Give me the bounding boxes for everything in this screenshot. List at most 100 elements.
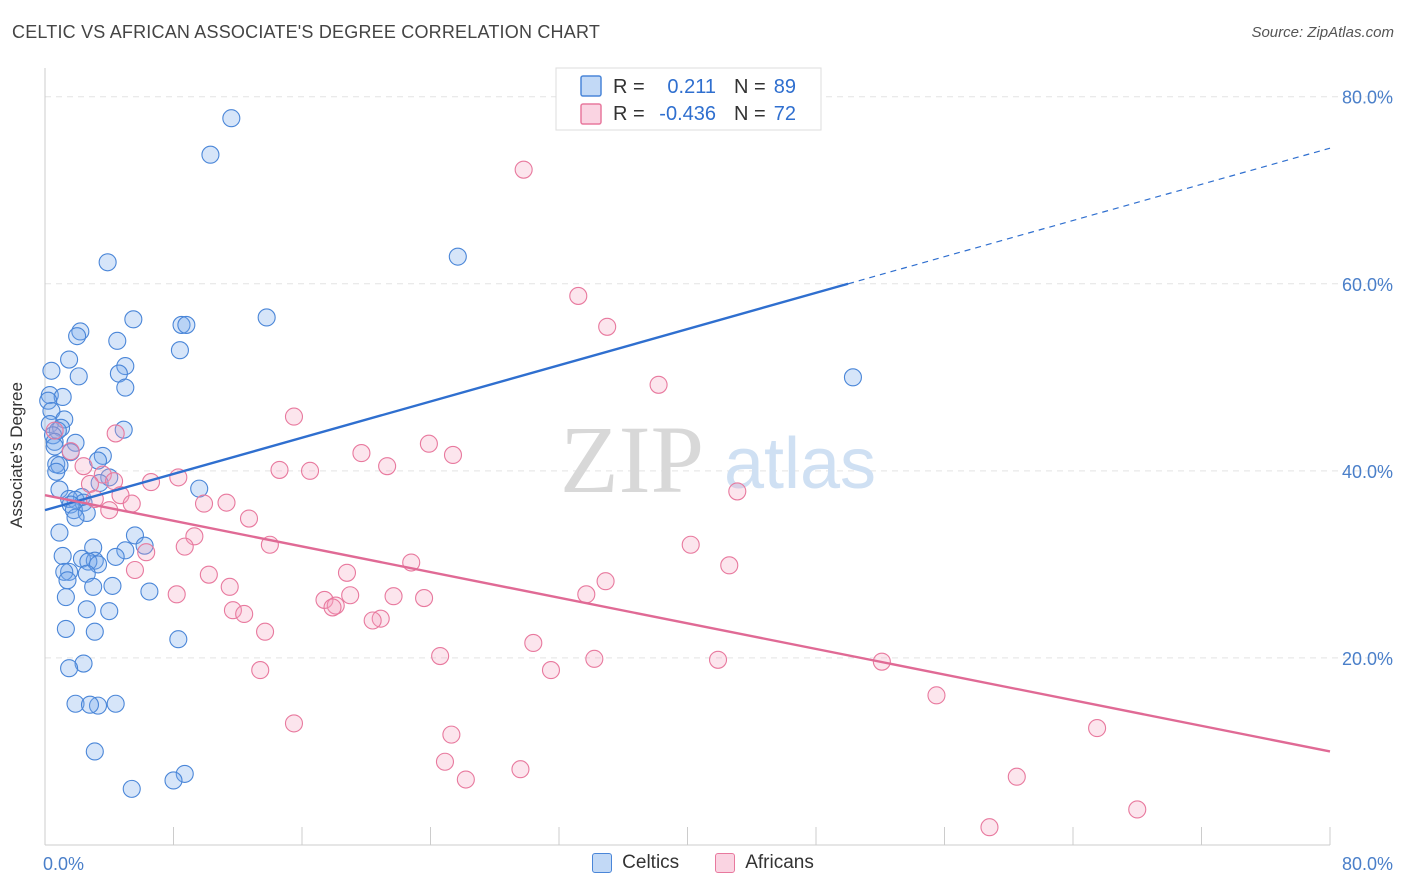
africans-point xyxy=(251,661,270,680)
africans-swatch xyxy=(715,853,736,873)
legend-r-value: -0.436 xyxy=(659,103,716,125)
correlation-legend: R = 0.211 N = 89 R = -0.436 N = 72 xyxy=(555,67,822,131)
celtics-point xyxy=(175,764,194,783)
africans-point xyxy=(708,650,728,669)
africans-point xyxy=(337,563,357,582)
celtics-point xyxy=(42,401,61,421)
africans-point xyxy=(541,661,561,680)
africans-point xyxy=(569,286,588,305)
legend-r-label: R = xyxy=(613,103,645,125)
celtics-point xyxy=(170,341,189,360)
celtics-point xyxy=(124,310,143,329)
africans-point xyxy=(1128,800,1147,819)
y-tick-label: 40.0% xyxy=(1342,462,1393,482)
celtics-point xyxy=(60,659,79,678)
celtics-point xyxy=(69,367,88,386)
celtics-point xyxy=(222,109,241,128)
africans-point xyxy=(284,407,304,426)
celtics-point xyxy=(85,742,104,761)
africans-point xyxy=(511,760,530,779)
celtics-point xyxy=(172,315,191,334)
legend-item-celtics: Celtics xyxy=(592,852,679,874)
celtics-point xyxy=(106,547,125,566)
celtics-point xyxy=(50,523,69,542)
africans-point xyxy=(443,445,463,465)
celtics-point xyxy=(77,600,96,619)
africans-point xyxy=(235,604,254,624)
celtics-trend-line xyxy=(44,282,849,512)
celtics-point xyxy=(84,538,103,557)
africans-point xyxy=(125,560,144,580)
africans-point xyxy=(323,598,342,617)
legend-swatch-celtics xyxy=(580,75,602,97)
africans-point xyxy=(74,457,93,476)
africans-point xyxy=(256,622,275,641)
celtics-point xyxy=(164,771,183,790)
africans-point xyxy=(431,647,450,666)
africans-point xyxy=(1088,719,1107,738)
y-tick-label: 20.0% xyxy=(1342,649,1393,669)
tick-labels: 20.0% 40.0% 60.0% 80.0% 0.0% 80.0% xyxy=(43,88,1393,874)
celtics-point xyxy=(843,368,862,387)
celtics-point xyxy=(116,541,135,560)
africans-label: Africans xyxy=(745,852,814,873)
celtics-point xyxy=(84,577,103,596)
celtics-point xyxy=(68,327,87,346)
africans-point xyxy=(456,770,475,789)
celtics-point xyxy=(106,694,125,713)
series-legend: Celtics Africans xyxy=(0,852,1406,874)
africans-point xyxy=(45,421,64,440)
celtics-point xyxy=(169,630,188,649)
africans-point xyxy=(980,818,999,837)
legend-box xyxy=(555,67,822,131)
celtics-point xyxy=(58,571,77,590)
africans-point xyxy=(80,474,100,493)
africans-point xyxy=(728,482,747,501)
legend-n-label: N = xyxy=(734,103,766,125)
africans-point xyxy=(442,725,461,744)
celtics-point xyxy=(116,357,135,376)
celtics-point xyxy=(122,779,141,798)
africans-point xyxy=(524,633,543,653)
africans-point xyxy=(596,572,615,591)
watermark-zip: ZIP xyxy=(560,406,704,513)
africans-point xyxy=(415,589,434,608)
africans-point xyxy=(681,535,700,554)
africans-points xyxy=(45,160,1147,837)
legend-swatch-africans xyxy=(580,103,602,125)
celtics-swatch xyxy=(592,853,613,873)
africans-point xyxy=(577,585,596,604)
africans-point xyxy=(284,714,304,733)
celtics-label: Celtics xyxy=(622,852,680,873)
legend-n-value: 89 xyxy=(774,76,796,98)
celtics-point xyxy=(257,308,276,327)
africans-trend-line xyxy=(44,493,1331,753)
celtics-point xyxy=(116,378,135,397)
africans-point xyxy=(720,556,739,575)
celtics-point xyxy=(56,588,75,607)
africans-point xyxy=(61,442,80,461)
africans-point xyxy=(106,424,125,443)
trend-lines xyxy=(44,147,1331,753)
watermark: ZIP atlas xyxy=(560,406,876,513)
celtics-point xyxy=(53,546,72,566)
celtics-point xyxy=(39,391,58,410)
celtics-point xyxy=(80,695,100,714)
africans-point xyxy=(199,565,218,584)
celtics-point xyxy=(45,437,64,456)
celtics-point xyxy=(201,145,220,164)
africans-point xyxy=(194,494,214,513)
celtics-point xyxy=(66,508,85,527)
africans-point xyxy=(435,752,455,771)
legend-n-value: 72 xyxy=(774,103,796,125)
africans-point xyxy=(137,543,156,562)
watermark-atlas: atlas xyxy=(724,424,876,504)
africans-point xyxy=(352,444,371,463)
celtics-point xyxy=(60,350,79,369)
celtics-point xyxy=(66,694,85,713)
celtics-point xyxy=(98,253,117,272)
celtics-point xyxy=(140,582,159,601)
legend-r-label: R = xyxy=(613,76,645,98)
celtics-trend-extension xyxy=(847,147,1331,285)
